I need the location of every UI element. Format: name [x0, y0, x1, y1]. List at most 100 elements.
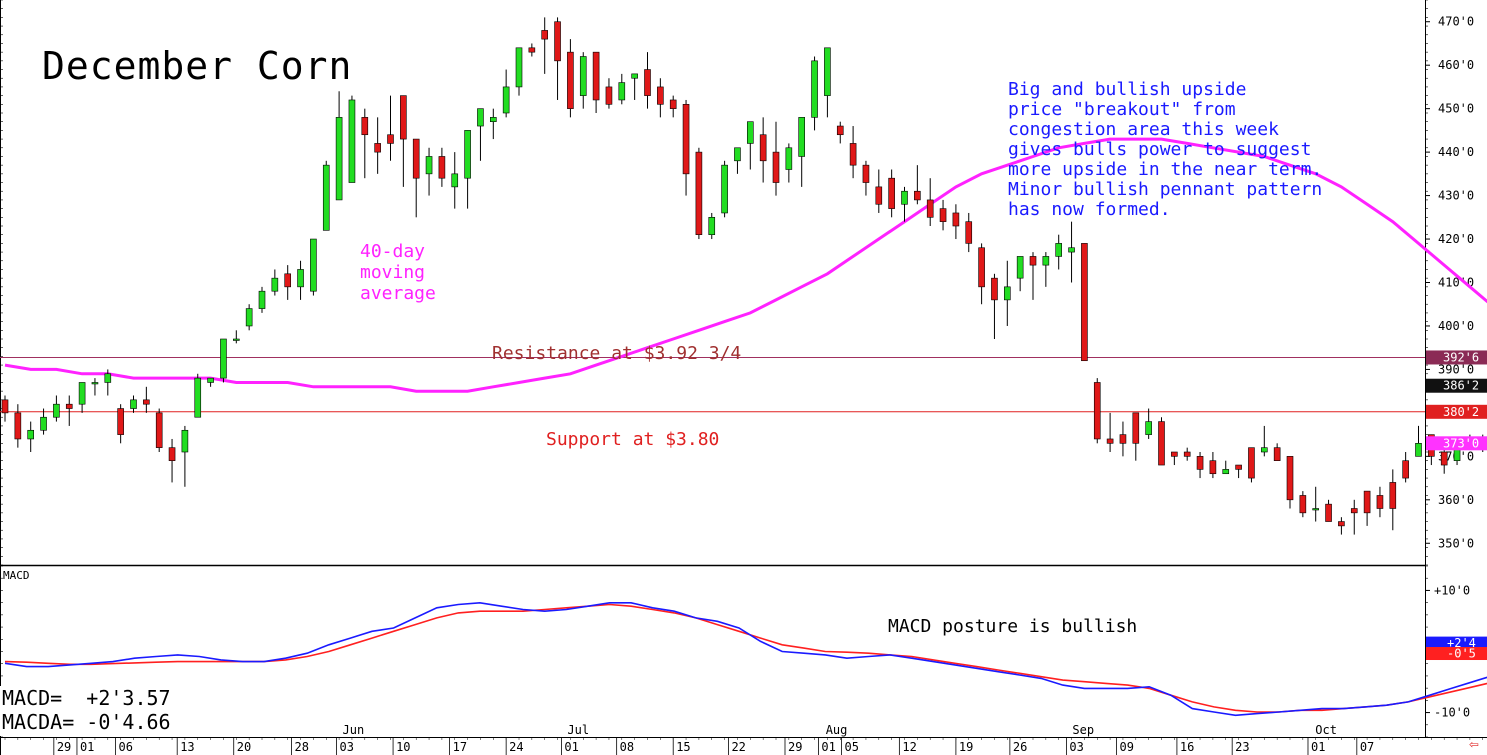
candle-body: [875, 186, 883, 205]
candle-body: [104, 373, 112, 383]
candle-body: [901, 190, 908, 205]
day-tick-label: 03: [1069, 740, 1083, 754]
macd-line: [4, 601, 1487, 717]
price-tick-label: 440'0: [1438, 145, 1474, 159]
macda-value: MACDA= -0'4.66: [2, 710, 171, 734]
day-tick-label: 09: [1120, 740, 1134, 754]
day-tick-label: 03: [340, 740, 354, 754]
candle-body: [1132, 412, 1140, 444]
candle-body: [1145, 421, 1152, 435]
candle-body: [567, 51, 574, 109]
candle-body: [361, 117, 369, 136]
candle-body: [631, 73, 638, 79]
candle-body: [1106, 438, 1114, 444]
candle-body: [695, 151, 703, 235]
chart-commentary: Big and bullish upside price "breakout" …: [1008, 79, 1323, 220]
candle-body: [1312, 508, 1319, 511]
candle-body: [759, 134, 767, 162]
candle-body: [412, 138, 420, 179]
macd-value: MACD= +2'3.57: [2, 686, 171, 710]
candle-body: [1415, 443, 1422, 457]
candle-body: [1029, 256, 1037, 266]
day-tick-label: 22: [731, 740, 745, 754]
candle-body: [194, 377, 202, 418]
day-tick-label: 29: [57, 740, 71, 754]
candle-body: [1068, 247, 1075, 253]
candle-body: [297, 269, 304, 288]
price-tick-label: 460'0: [1438, 58, 1474, 72]
candle-body: [1402, 460, 1409, 479]
price-tag-label: 386'2: [1443, 379, 1479, 393]
day-tick-label: 10: [396, 740, 410, 754]
day-tick-label: 08: [620, 740, 634, 754]
macd-tags: +2'4-0'5: [1426, 636, 1487, 661]
macd-axis: +10'0 -10'0: [0, 565, 1470, 738]
day-tick-label: 28: [295, 740, 309, 754]
candle-body: [926, 199, 934, 218]
candle-body: [618, 82, 626, 101]
candle-body: [824, 47, 831, 96]
back-arrow-icon[interactable]: ⇦: [1469, 734, 1479, 753]
candle-body: [1016, 256, 1024, 279]
day-tick-label: 24: [509, 740, 523, 754]
candle-body: [849, 143, 857, 166]
candle-body: [40, 416, 47, 431]
candle-body: [1055, 243, 1062, 257]
price-tick-label: 360'0: [1438, 493, 1474, 507]
candle-body: [1338, 521, 1345, 527]
candle-body: [53, 403, 60, 418]
price-tick-label: 450'0: [1438, 102, 1474, 116]
price-tags: 392'6 386'2 380'2 373'0: [1426, 350, 1487, 451]
candle-body: [1389, 482, 1397, 509]
candle-body: [181, 429, 189, 453]
candle-body: [14, 412, 22, 440]
candle-body: [464, 130, 471, 179]
macd-tick-label: -10'0: [1434, 706, 1470, 720]
candle-body: [1222, 469, 1230, 475]
candle-body: [811, 60, 818, 118]
candle-body: [502, 86, 510, 114]
candle-body: [862, 164, 870, 183]
candle-body: [1081, 243, 1088, 362]
day-tick-label: 23: [1235, 740, 1249, 754]
candle-body: [554, 21, 561, 62]
month-label: Aug: [826, 723, 848, 737]
price-tag: [1426, 404, 1487, 419]
candle-body: [271, 277, 279, 292]
day-tick-label: 15: [676, 740, 690, 754]
candle-body: [952, 212, 960, 227]
candle-body: [245, 308, 253, 327]
day-tick-label: 29: [788, 740, 802, 754]
candle-body: [387, 134, 394, 144]
candle-body: [374, 143, 381, 153]
candle-body: [348, 99, 356, 183]
candle-body: [644, 69, 651, 96]
candle-body: [1, 399, 9, 414]
candle-body: [1235, 464, 1242, 470]
candles: [1, 17, 1487, 535]
candle-body: [1003, 286, 1011, 301]
candle-body: [489, 117, 497, 122]
price-tag-label: 373'0: [1443, 436, 1479, 450]
candle-body: [1183, 451, 1191, 457]
candle-body: [605, 86, 613, 105]
day-tick-label: 01: [821, 740, 835, 754]
candle-body: [220, 338, 227, 379]
price-tick-label: 430'0: [1438, 189, 1474, 203]
candle-body: [978, 247, 985, 288]
candle-body: [258, 290, 266, 309]
candle-body: [233, 338, 240, 341]
candle-body: [284, 273, 292, 288]
price-tick-label: 410'0: [1438, 276, 1474, 290]
price-tag: [1426, 378, 1487, 393]
candle-body: [1273, 447, 1281, 461]
macd-tag-label: +2'4: [1447, 636, 1476, 650]
candle-body: [117, 408, 124, 435]
day-tick-label: 12: [902, 740, 916, 754]
time-axis: 29 01 06 13 20 28 03 10 17 24 01 08 15 22 29 01 05 12 19 26…: [4, 723, 1483, 755]
candle-body: [1119, 434, 1127, 444]
candle-body: [477, 108, 484, 127]
macd-tick-label: +10'0: [1434, 583, 1470, 597]
day-tick-label: 13: [180, 740, 194, 754]
